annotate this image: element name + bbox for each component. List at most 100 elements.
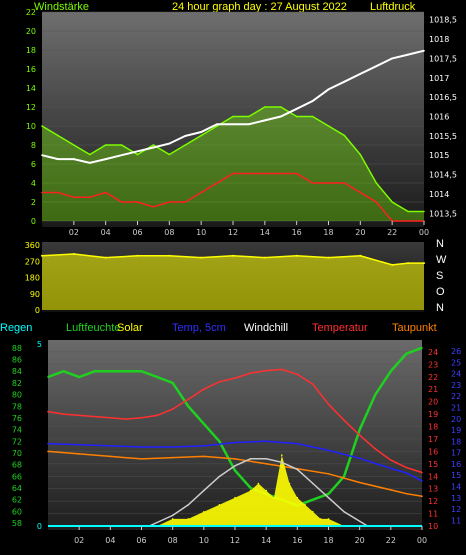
tick-temp5-17: 17 [451, 449, 461, 458]
point-temp5cm [78, 443, 80, 446]
point-humidity [109, 370, 112, 373]
point-pressure [407, 53, 409, 56]
point-humidity [405, 352, 408, 355]
point-temp5cm [296, 442, 299, 445]
point-pressure [168, 142, 171, 145]
point-temperature [234, 377, 236, 379]
point-wind_avg [232, 172, 234, 175]
point-temperature [358, 434, 361, 437]
tick-hum-64: 64 [12, 484, 22, 493]
tick-hum-84: 84 [12, 367, 22, 376]
point-humidity [358, 428, 361, 431]
point-humidity [374, 393, 377, 396]
point-wind_gust [359, 153, 362, 156]
point-solar_curve [218, 475, 221, 478]
point-wind_gust [41, 125, 43, 127]
point-temperature [390, 459, 392, 461]
point-wind_avg [200, 191, 202, 194]
point-pressure [423, 49, 425, 52]
point-direction [423, 262, 425, 265]
tick-right-1016: 1016 [429, 113, 449, 122]
tick-hum-80: 80 [12, 391, 22, 400]
point-humidity [47, 376, 49, 378]
point-wind_avg [152, 206, 155, 208]
point-solar [265, 489, 268, 492]
tick-hum-58: 58 [12, 519, 22, 528]
compass-label-4: N [436, 302, 444, 314]
point-dewpoint [109, 455, 112, 458]
tick-dir-180: 180 [25, 274, 40, 283]
tick-hum-86: 86 [12, 356, 22, 365]
xtick-04: 04 [101, 228, 111, 237]
tick-left-4: 4 [31, 179, 36, 188]
xtick3-14: 14 [261, 536, 271, 545]
point-wind_avg [327, 182, 330, 184]
point-humidity [249, 487, 252, 489]
point-wind_gust [57, 134, 59, 137]
point-wind_avg [248, 172, 250, 175]
point-temp5cm [327, 449, 330, 452]
point-solar_curve [327, 496, 330, 499]
tick-hum-74: 74 [12, 426, 22, 435]
tick-right-1018: 1018 [429, 35, 449, 44]
xtick3-12: 12 [230, 536, 240, 545]
point-wind_gust [120, 144, 123, 146]
point-humidity [187, 405, 190, 408]
point-temp5cm [109, 445, 112, 447]
xtick3-10: 10 [199, 536, 209, 545]
tick-hum-88: 88 [12, 344, 22, 353]
tick-temp-16: 16 [428, 447, 438, 456]
point-temp5cm [171, 446, 174, 448]
tick-left-16: 16 [26, 65, 36, 74]
xtick-08: 08 [164, 228, 174, 237]
point-wind_avg [136, 201, 139, 203]
series-temp5cm [47, 440, 423, 482]
point-solar_curve [171, 514, 174, 517]
point-temperature [296, 373, 299, 376]
tick-right-1014: 1014 [429, 190, 449, 199]
tick-left-14: 14 [26, 84, 36, 93]
series-direction [41, 253, 424, 266]
point-temperature [265, 369, 268, 372]
point-solar_curve [249, 458, 252, 460]
point-temperature [47, 410, 49, 413]
point-wind_gust [423, 210, 425, 213]
point-pressure [264, 119, 266, 122]
point-temp5cm [405, 472, 408, 474]
tick-right-1015: 1015 [429, 151, 449, 160]
point-solar [319, 518, 322, 520]
point-wind_gust [343, 134, 346, 137]
compass-label-3: O [436, 286, 445, 298]
point-temperature [94, 415, 96, 418]
point-wind_avg [375, 201, 378, 203]
point-temperature [140, 417, 143, 419]
tick-temp-23: 23 [428, 360, 438, 369]
point-temp5cm [203, 445, 205, 447]
tick-hum-72: 72 [12, 437, 22, 446]
tick-temp5-21: 21 [451, 403, 461, 412]
xtick3-22: 22 [386, 536, 396, 545]
xtick3-20: 20 [355, 536, 365, 545]
point-wind_avg [168, 201, 171, 203]
xtick3-16: 16 [292, 536, 302, 545]
point-humidity [78, 376, 80, 378]
point-dewpoint [327, 473, 330, 475]
point-solar_curve [187, 504, 190, 506]
tick-temp-19: 19 [428, 410, 438, 419]
point-wind_gust [327, 125, 330, 127]
tick-hum-62: 62 [12, 496, 22, 505]
tick-hum-82: 82 [12, 379, 22, 388]
point-humidity [125, 370, 127, 373]
tick-temp-14: 14 [428, 472, 438, 481]
point-solar_curve [234, 465, 236, 467]
compass-label-1: W [436, 254, 447, 266]
point-direction [41, 254, 43, 257]
point-temperature [187, 398, 190, 401]
point-direction [359, 254, 362, 257]
point-humidity [234, 469, 236, 472]
point-temperature [171, 408, 174, 410]
xtick3-06: 06 [136, 536, 146, 545]
point-pressure [375, 65, 378, 67]
point-humidity [312, 498, 314, 501]
point-dewpoint [390, 489, 392, 491]
